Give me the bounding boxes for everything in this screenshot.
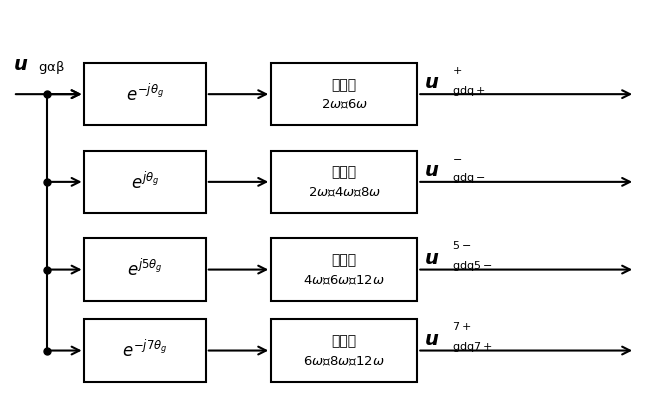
Text: $\mathrm{gdq+}$: $\mathrm{gdq+}$	[452, 83, 485, 97]
Text: $e^{-j\theta_g}$: $e^{-j\theta_g}$	[126, 83, 164, 105]
Text: 陷波器: 陷波器	[332, 78, 357, 92]
Text: $\boldsymbol{u}$: $\boldsymbol{u}$	[424, 73, 439, 93]
Text: $\mathrm{-}$: $\mathrm{-}$	[452, 153, 461, 163]
Bar	[271, 151, 417, 213]
Text: $\mathrm{gdq7+}$: $\mathrm{gdq7+}$	[452, 340, 492, 354]
Text: $\mathrm{7+}$: $\mathrm{7+}$	[452, 320, 471, 332]
Text: $\mathrm{gdq5-}$: $\mathrm{gdq5-}$	[452, 259, 492, 273]
Text: 陷波器: 陷波器	[332, 334, 357, 348]
Text: $e^{j5\theta_g}$: $e^{j5\theta_g}$	[127, 259, 163, 280]
Text: $\mathrm{+}$: $\mathrm{+}$	[452, 65, 461, 76]
Bar	[271, 319, 417, 382]
Bar	[84, 151, 206, 213]
Text: $\boldsymbol{u}$: $\boldsymbol{u}$	[424, 330, 439, 349]
Text: $2\omega$、$6\omega$: $2\omega$、$6\omega$	[321, 98, 368, 112]
Text: $\mathrm{gdq-}$: $\mathrm{gdq-}$	[452, 171, 485, 185]
Text: $4\omega$、$6\omega$、$12\omega$: $4\omega$、$6\omega$、$12\omega$	[303, 274, 385, 287]
Text: 陷波器: 陷波器	[332, 166, 357, 180]
Text: $\boldsymbol{u}$: $\boldsymbol{u}$	[424, 161, 439, 180]
Text: $\boldsymbol{u}$: $\boldsymbol{u}$	[424, 249, 439, 268]
Text: $\rm{g}\alpha\beta$: $\rm{g}\alpha\beta$	[38, 59, 65, 76]
Text: $e^{j\theta_g}$: $e^{j\theta_g}$	[131, 171, 159, 192]
Text: $6\omega$、$8\omega$、$12\omega$: $6\omega$、$8\omega$、$12\omega$	[303, 355, 385, 368]
Bar	[84, 238, 206, 301]
Bar	[271, 238, 417, 301]
Text: $2\omega$、$4\omega$、$8\omega$: $2\omega$、$4\omega$、$8\omega$	[308, 186, 381, 200]
Text: $\mathrm{5-}$: $\mathrm{5-}$	[452, 239, 471, 251]
Text: $\boldsymbol{u}$: $\boldsymbol{u}$	[13, 55, 29, 74]
Text: $e^{-j7\theta_g}$: $e^{-j7\theta_g}$	[122, 340, 168, 361]
Bar	[84, 319, 206, 382]
Bar	[84, 63, 206, 125]
Bar	[271, 63, 417, 125]
Text: 陷波器: 陷波器	[332, 253, 357, 267]
